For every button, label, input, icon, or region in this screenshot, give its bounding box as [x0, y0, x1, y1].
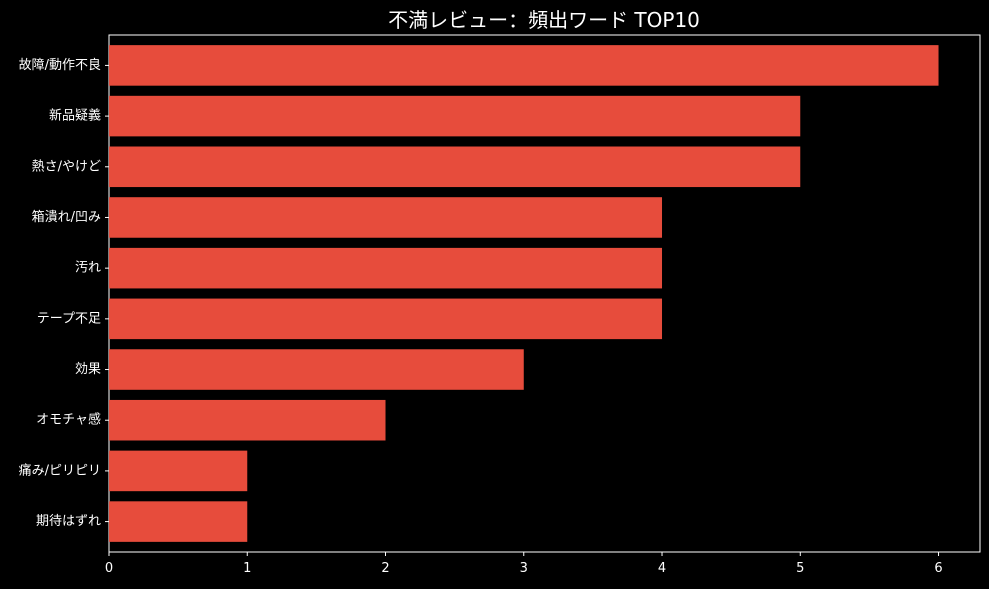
y-tick-label: 汚れ	[75, 261, 101, 276]
y-axis-labels: 故障/動作不良新品疑義熱さ/やけど箱潰れ/凹み汚れテープ不足効果オモチャ感痛み/…	[19, 57, 109, 529]
x-tick-label: 6	[934, 561, 942, 576]
y-tick-label: 新品疑義	[49, 108, 101, 124]
bar-7	[109, 399, 386, 441]
y-tick-label: 故障/動作不良	[19, 57, 101, 73]
x-tick-label: 0	[105, 561, 113, 576]
plot-frame	[108, 34, 981, 553]
bars-group	[109, 45, 939, 542]
x-axis-ticks: 0 1 2 3 4 5 6	[105, 552, 943, 576]
bar-0	[109, 45, 939, 86]
y-tick-label: 熱さ/やけど	[32, 159, 101, 174]
x-tick-label: 5	[796, 561, 804, 576]
x-tick-label: 1	[243, 561, 251, 576]
y-tick-label: テープ不足	[37, 311, 101, 326]
x-tick-label: 4	[658, 561, 666, 576]
y-tick-label: オモチャ感	[36, 412, 101, 428]
bar-6	[109, 349, 524, 390]
y-tick-label: 箱潰れ/凹み	[32, 209, 101, 225]
x-tick-label: 3	[520, 561, 528, 576]
y-tick-label: 効果	[75, 362, 101, 377]
bar-9	[109, 501, 248, 542]
x-tick-label: 2	[381, 561, 389, 576]
bar-5	[109, 298, 663, 340]
bar-8	[109, 450, 248, 492]
bar-2	[109, 146, 801, 188]
bar-3	[109, 197, 663, 238]
y-tick-label: 期待はずれ	[36, 514, 101, 529]
chart-title: 不満レビュー：頻出ワード TOP10	[388, 8, 700, 32]
bar-1	[109, 95, 801, 137]
y-tick-label: 痛み/ピリピリ	[19, 462, 101, 478]
plot-area: 故障/動作不良新品疑義熱さ/やけど箱潰れ/凹み汚れテープ不足効果オモチャ感痛み/…	[19, 34, 981, 576]
bar-4	[109, 247, 663, 289]
